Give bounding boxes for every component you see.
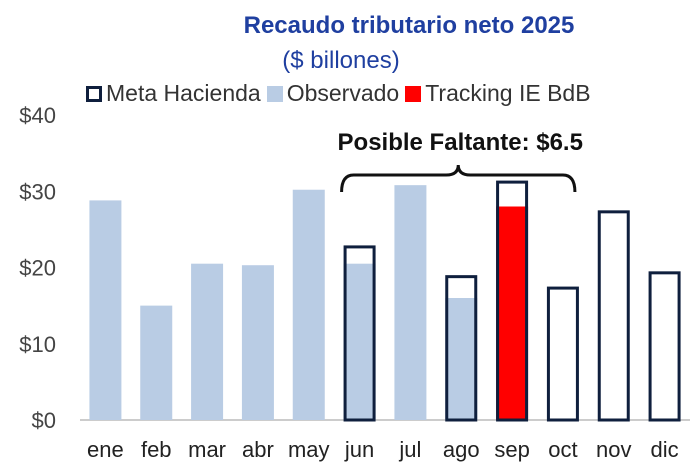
bar-observado bbox=[140, 306, 172, 420]
annotation-label: Posible Faltante: $6.5 bbox=[338, 129, 583, 156]
bar-meta-hacienda bbox=[650, 273, 679, 420]
bar-observado bbox=[242, 265, 274, 420]
bar-meta-hacienda bbox=[599, 212, 628, 420]
annotation-brace bbox=[342, 165, 575, 192]
y-tick-label: $40 bbox=[19, 103, 56, 128]
x-tick-label: dic bbox=[651, 437, 679, 462]
x-tick-label: oct bbox=[548, 437, 577, 462]
x-tick-label: may bbox=[288, 437, 330, 462]
x-tick-label: jul bbox=[398, 437, 421, 462]
bar-tracking bbox=[496, 207, 528, 421]
bar-observado bbox=[191, 264, 223, 420]
y-tick-label: $0 bbox=[32, 408, 56, 433]
x-tick-label: feb bbox=[141, 437, 172, 462]
x-tick-label: mar bbox=[188, 437, 226, 462]
x-tick-label: nov bbox=[596, 437, 631, 462]
bar-observado bbox=[89, 200, 121, 420]
bars-group bbox=[89, 182, 679, 420]
x-tick-label: abr bbox=[242, 437, 274, 462]
bar-observado bbox=[394, 185, 426, 420]
bar-meta-hacienda bbox=[548, 288, 577, 420]
bar-observado bbox=[445, 298, 477, 420]
x-tick-label: jun bbox=[344, 437, 374, 462]
x-tick-label: sep bbox=[494, 437, 529, 462]
bar-observado bbox=[344, 264, 376, 420]
y-tick-label: $10 bbox=[19, 332, 56, 357]
x-tick-label: ene bbox=[87, 437, 124, 462]
y-tick-label: $30 bbox=[19, 179, 56, 204]
bar-observado bbox=[293, 190, 325, 420]
x-axis: ene feb mar abr may jun jul ago sep oct nov dic bbox=[87, 437, 679, 462]
annotation-group: Posible Faltante: $6.5 bbox=[338, 129, 583, 192]
y-tick-label: $20 bbox=[19, 256, 56, 281]
x-tick-label: ago bbox=[443, 437, 480, 462]
